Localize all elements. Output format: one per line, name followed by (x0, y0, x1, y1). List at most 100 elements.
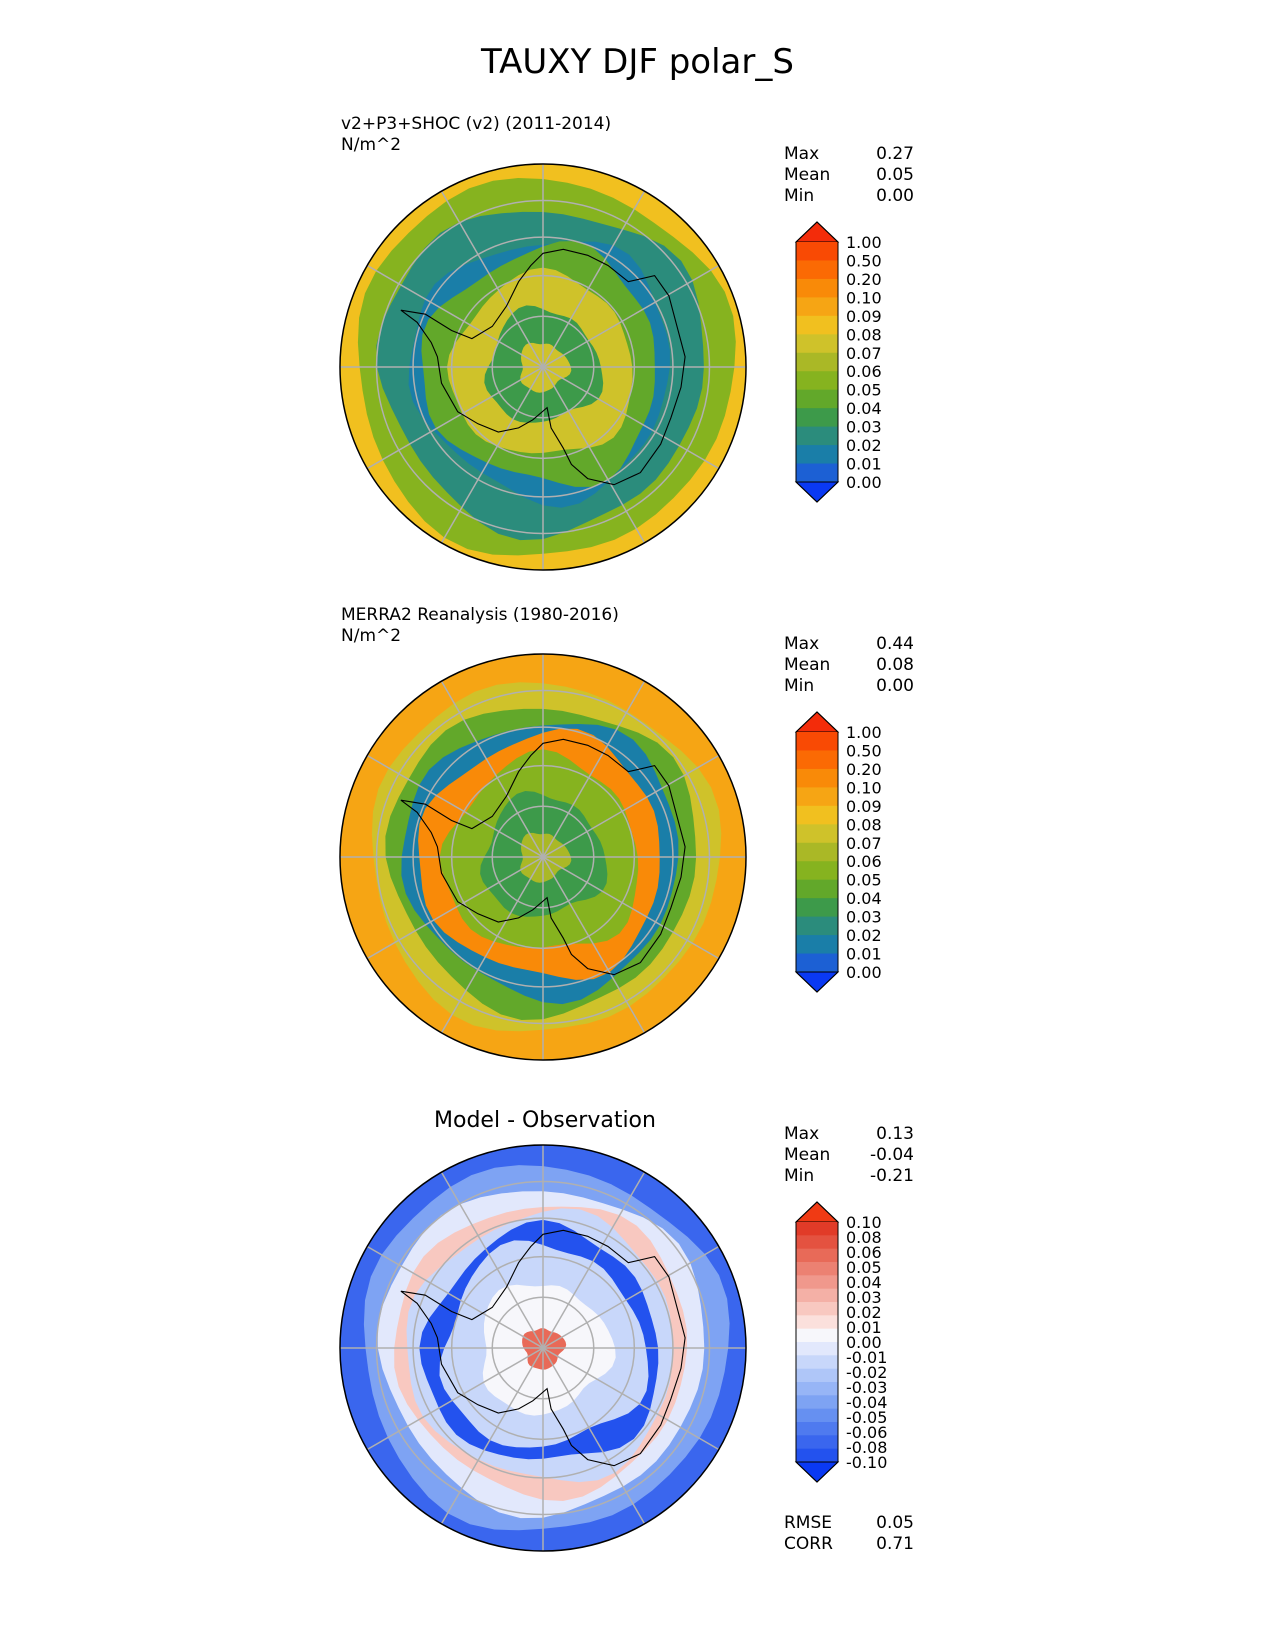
colorbar-tick-label: 0.02 (846, 926, 882, 945)
colorbar-tick-label: -0.06 (846, 1423, 887, 1442)
graticule (340, 654, 746, 1060)
colorbar-swatch (796, 824, 838, 844)
panel2-stats: Max 0.44 Mean 0.08 Min 0.00 (784, 634, 914, 697)
colorbar-tick-label: 0.10 (846, 288, 882, 307)
colorbar-frame (795, 711, 839, 993)
stat-value: 0.13 (876, 1124, 914, 1144)
panel3-polar-map (339, 1144, 747, 1552)
colorbar-extend-min (794, 971, 840, 993)
colorbar-tick-label: -0.02 (846, 1363, 887, 1382)
stat-label: Min (784, 676, 815, 696)
panel1-title: v2+P3+SHOC (v2) (2011-2014) N/m^2 (341, 114, 611, 156)
colorbar-swatch (796, 278, 838, 298)
colorbar-swatch (796, 1288, 838, 1303)
colorbar-tick-label: 1.00 (846, 233, 882, 252)
colorbar-tick-label: -0.03 (846, 1378, 887, 1397)
colorbar-tick-label: -0.08 (846, 1438, 887, 1457)
panel3-title: Model - Observation (434, 1108, 656, 1133)
panel1-polar-map (339, 163, 747, 571)
colorbar-tick-label: -0.04 (846, 1393, 887, 1412)
colorbar-extend-min (794, 1461, 840, 1483)
colorbar-tick-label: 0.01 (846, 945, 882, 964)
colorbar-tick-label: 0.05 (846, 1258, 882, 1277)
colorbar-frame (795, 1201, 839, 1483)
colorbar-tick-label: 0.08 (846, 1228, 882, 1247)
colorbar-tick-label: 0.06 (846, 852, 882, 871)
panel1-stats: Max 0.27 Mean 0.05 Min 0.00 (784, 144, 914, 207)
colorbar-tick-label: 0.04 (846, 1273, 882, 1292)
colorbar-tick-label: 0.20 (846, 270, 882, 289)
colorbar-swatch (796, 297, 838, 317)
colorbar-frame (795, 221, 839, 503)
colorbar-swatch (796, 787, 838, 807)
colorbar-swatch (796, 463, 838, 483)
graticule (340, 1145, 746, 1551)
panel3-colorbar: 0.100.080.060.050.040.030.020.010.00-0.0… (794, 1201, 887, 1483)
stat-label: Max (784, 1124, 820, 1144)
colorbar-swatch (796, 861, 838, 881)
colorbar-extend-max (794, 711, 840, 733)
colorbar-swatch (796, 1262, 838, 1276)
colorbar-tick-label: 0.20 (846, 760, 882, 779)
panel1-colorbar: 1.000.500.200.100.090.080.070.060.050.04… (794, 221, 882, 503)
colorbar-swatch (796, 1408, 838, 1423)
colorbar-swatch (796, 315, 838, 335)
colorbar-swatch (796, 916, 838, 936)
colorbar-tick-label: 0.03 (846, 908, 882, 927)
colorbar-tick-label: 0.00 (846, 963, 882, 982)
colorbar-swatch (796, 408, 838, 428)
colorbar-swatch (796, 1355, 838, 1370)
stat-value: 0.05 (876, 165, 914, 185)
colorbar-tick-label: -0.10 (846, 1453, 887, 1472)
colorbar-tick-label: 0.50 (846, 251, 882, 270)
colorbar-swatch (796, 898, 838, 918)
colorbar-tick-label: 0.08 (846, 815, 882, 834)
metric-label: CORR (784, 1534, 833, 1554)
colorbar-swatch (796, 1395, 838, 1410)
stat-label: Max (784, 634, 820, 654)
colorbar-swatch (796, 1235, 838, 1250)
stat-value: 0.27 (876, 144, 914, 164)
colorbar-swatch (796, 1448, 838, 1463)
colorbar-swatch (796, 1315, 838, 1330)
panel3-metrics: RMSE 0.05 CORR 0.71 (784, 1513, 914, 1555)
colorbar-tick-label: 0.09 (846, 797, 882, 816)
coastline (400, 1229, 686, 1467)
stat-value: 0.08 (876, 655, 914, 675)
panel3-stats: Max 0.13 Mean -0.04 Min -0.21 (784, 1124, 914, 1187)
stat-label: Mean (784, 165, 831, 185)
colorbar-swatch (796, 1248, 838, 1263)
colorbar-swatch (796, 242, 838, 261)
colorbar-swatch (796, 1435, 838, 1450)
colorbar-swatch (796, 352, 838, 372)
colorbar-tick-label: 0.05 (846, 871, 882, 890)
panel1-title-line1: v2+P3+SHOC (v2) (2011-2014) (341, 114, 612, 134)
colorbar-tick-label: 0.02 (846, 436, 882, 455)
colorbar-tick-label: 1.00 (846, 723, 882, 742)
colorbar-swatch (796, 1382, 838, 1396)
colorbar-tick-label: 0.00 (846, 1333, 882, 1352)
stat-label: Min (784, 1166, 815, 1186)
colorbar-tick-label: 0.03 (846, 418, 882, 437)
colorbar-tick-label: 0.50 (846, 741, 882, 760)
stat-label: Max (784, 144, 820, 164)
colorbar-swatch (796, 805, 838, 825)
colorbar-swatch (796, 371, 838, 391)
stat-value: -0.21 (870, 1166, 914, 1186)
stat-value: -0.04 (870, 1145, 914, 1165)
colorbar-tick-label: 0.07 (846, 344, 882, 363)
colorbar-swatch (796, 1342, 838, 1356)
stat-value: 0.44 (876, 634, 914, 654)
map-boundary (339, 653, 747, 1061)
metric-value: 0.71 (876, 1534, 914, 1554)
colorbar-swatch (796, 935, 838, 955)
field-fill (340, 654, 746, 1060)
colorbar-swatch (796, 445, 838, 465)
colorbar-tick-label: 0.01 (846, 455, 882, 474)
stat-value: 0.00 (876, 676, 914, 696)
colorbar-tick-label: 0.09 (846, 307, 882, 326)
colorbar-swatch (796, 732, 838, 751)
map-boundary (339, 163, 747, 571)
colorbar-tick-label: 0.08 (846, 325, 882, 344)
graticule (340, 164, 746, 570)
